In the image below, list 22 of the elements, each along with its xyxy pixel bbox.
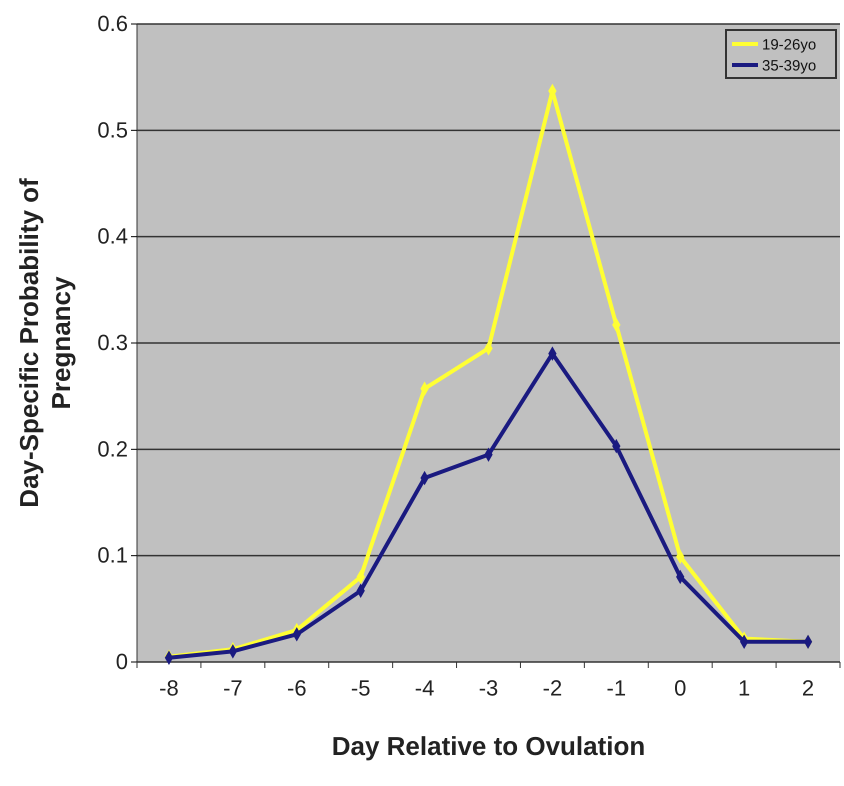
x-tick-label: 0: [674, 676, 686, 701]
y-tick-label: 0.6: [97, 11, 128, 36]
x-tick-label: -2: [542, 676, 562, 701]
x-tick-label: 1: [738, 676, 750, 701]
x-tick-label: 2: [802, 676, 814, 701]
x-tick-label: -5: [350, 676, 370, 701]
x-tick-label: -7: [223, 676, 243, 701]
x-tick-label: -3: [478, 676, 498, 701]
y-tick-label: 0.4: [97, 224, 128, 249]
x-axis-title: Day Relative to Ovulation: [332, 731, 646, 761]
x-tick-label: -8: [159, 676, 179, 701]
legend-label: 35-39yo: [762, 57, 816, 74]
x-tick-label: -4: [414, 676, 434, 701]
y-tick-label: 0.3: [97, 330, 128, 356]
x-tick-label: -6: [286, 676, 307, 701]
y-tick-label: 0.5: [97, 117, 128, 142]
legend-label: 19-26yo: [762, 36, 816, 54]
y-tick-label: 0.2: [97, 436, 128, 462]
y-tick-label: 0.1: [97, 542, 128, 568]
y-axis-title: Day-Specific Probability of Pregnancy: [14, 178, 76, 508]
x-tick-label: -1: [606, 676, 626, 701]
y-tick-label: 0: [116, 649, 128, 674]
